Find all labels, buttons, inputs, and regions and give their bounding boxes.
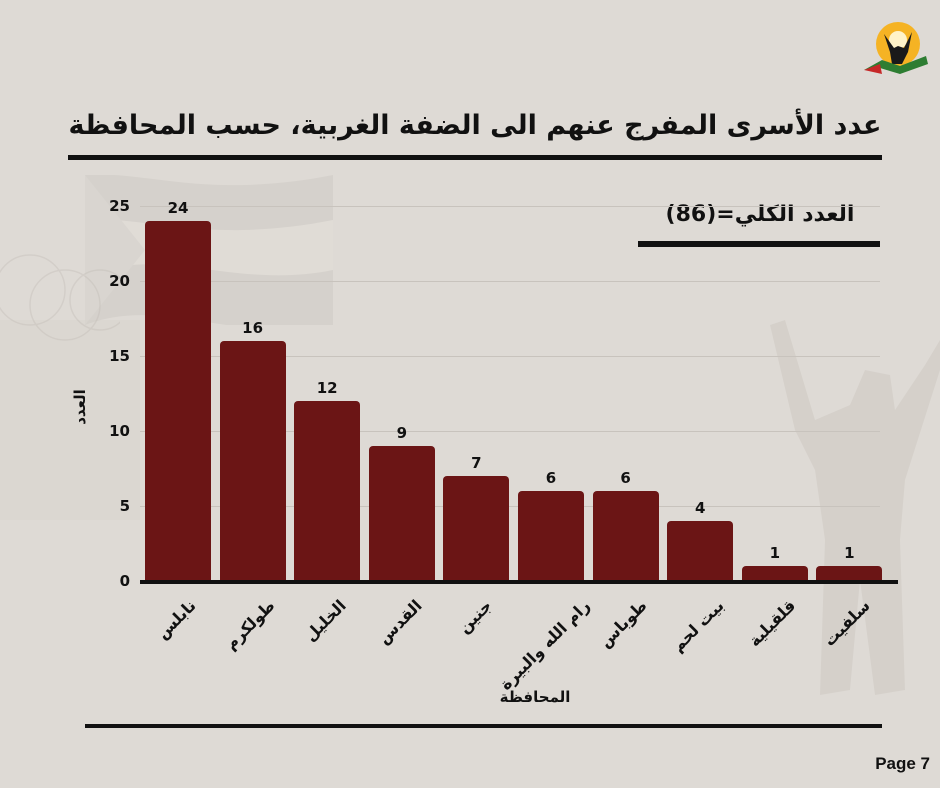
bar xyxy=(592,491,659,581)
bar xyxy=(667,521,734,581)
bar-value-label: 6 xyxy=(545,469,557,487)
x-tick-label: طولكرم xyxy=(221,596,279,654)
bar-value-label: 9 xyxy=(396,424,408,442)
x-tick-label: رام الله والبيرة xyxy=(496,596,594,694)
bar xyxy=(816,566,883,581)
title-underline xyxy=(68,155,882,160)
y-tick-label: 15 xyxy=(109,347,130,365)
chart-title: عدد الأسرى المفرج عنهم الى الضفة الغربية… xyxy=(68,110,882,141)
x-tick-label: جنين xyxy=(454,596,496,638)
background-barbed-wire-icon xyxy=(0,254,120,341)
page-number: Page 7 xyxy=(875,754,930,773)
background-wall xyxy=(0,320,140,520)
y-axis-label: العدد xyxy=(70,389,89,425)
y-tick-label: 20 xyxy=(109,272,130,290)
bar xyxy=(219,341,286,581)
x-tick-label: نابلس xyxy=(153,596,200,643)
background-person-silhouette-icon xyxy=(770,320,940,695)
footer-divider xyxy=(85,724,882,728)
gridline xyxy=(140,431,880,432)
x-tick-label: القدس xyxy=(373,596,426,648)
bar-value-label: 6 xyxy=(620,469,631,487)
total-underline xyxy=(638,241,880,247)
y-tick-label: 25 xyxy=(109,197,130,215)
bar xyxy=(294,401,361,581)
bar xyxy=(443,476,510,581)
gridline xyxy=(140,356,880,357)
gridline xyxy=(140,281,880,282)
x-axis-label: المحافظة xyxy=(499,688,571,706)
x-tick-label: بيت لحم xyxy=(667,596,728,656)
bar-value-label: 1 xyxy=(769,544,781,562)
gridline xyxy=(140,206,880,207)
bar-value-label: 24 xyxy=(167,199,189,217)
bar-value-label: 7 xyxy=(471,454,482,472)
y-tick-label: 5 xyxy=(119,497,130,515)
x-tick-label: طوباس xyxy=(595,596,651,652)
bar xyxy=(368,446,435,581)
bar xyxy=(145,221,211,581)
y-tick-label: 0 xyxy=(119,572,130,590)
organization-logo-icon xyxy=(864,22,928,74)
gridline xyxy=(140,506,880,507)
y-tick-label: 10 xyxy=(109,422,130,440)
bar-value-label: 12 xyxy=(316,379,338,397)
bar-value-label: 1 xyxy=(844,544,855,562)
bar xyxy=(741,566,808,581)
bar-value-label: 16 xyxy=(242,319,264,337)
x-tick-label: الخليل xyxy=(300,596,350,646)
x-axis-line xyxy=(140,580,898,584)
bar-value-label: 4 xyxy=(694,499,706,517)
bar xyxy=(518,491,584,581)
